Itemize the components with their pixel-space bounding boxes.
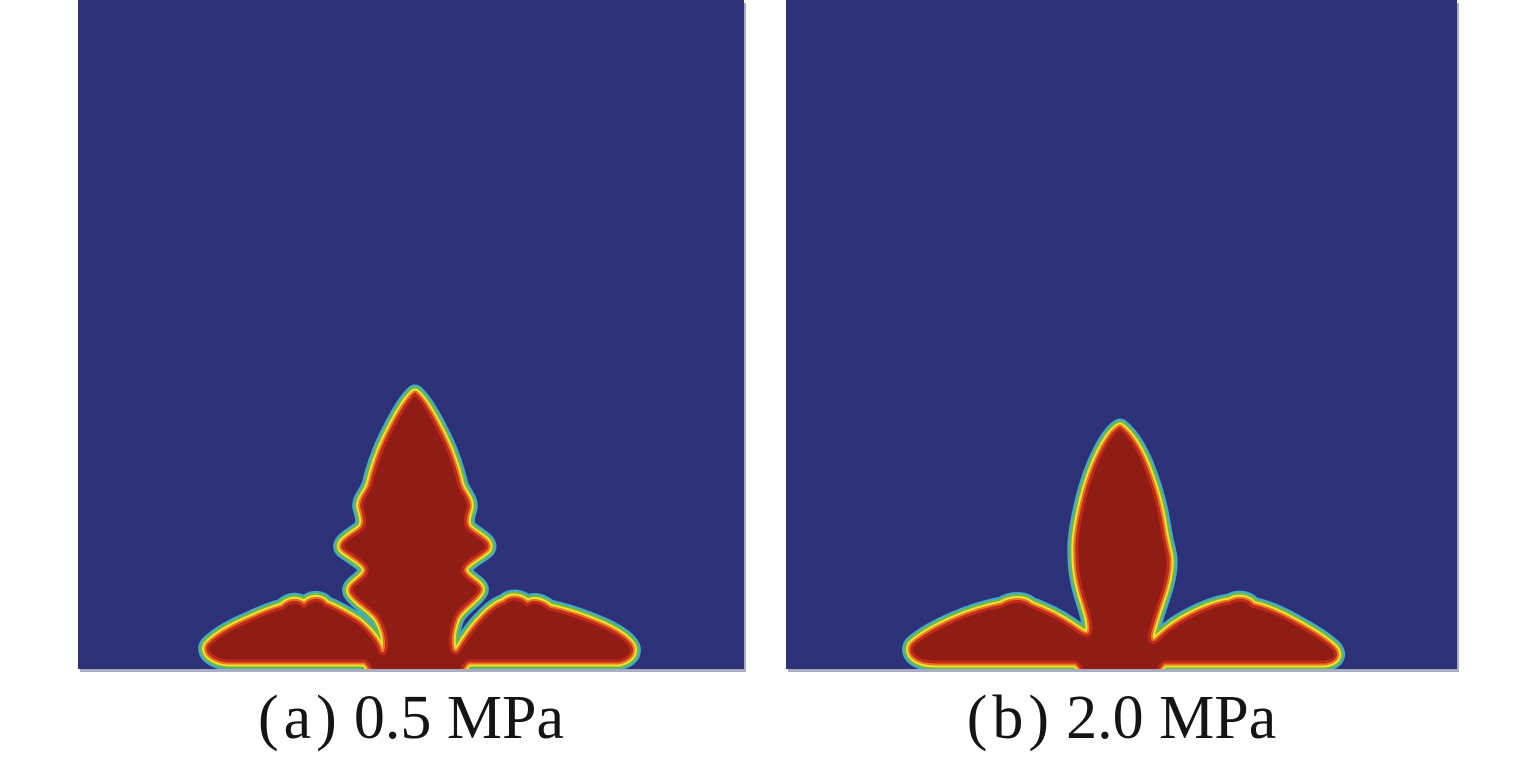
caption-a-pressure: 0.5 MPa bbox=[353, 684, 564, 752]
panel-a: (a) 0.5 MPa bbox=[78, 0, 744, 752]
caption-a: (a) 0.5 MPa bbox=[78, 684, 744, 752]
caption-b-id: (b) bbox=[966, 684, 1055, 752]
caption-b: (b) 2.0 MPa bbox=[786, 684, 1457, 752]
simulation-image-b bbox=[786, 0, 1457, 669]
panel-b: (b) 2.0 MPa bbox=[786, 0, 1457, 752]
simulation-image-a bbox=[78, 0, 744, 669]
caption-a-id: (a) bbox=[258, 684, 342, 752]
caption-b-pressure: 2.0 MPa bbox=[1066, 684, 1277, 752]
